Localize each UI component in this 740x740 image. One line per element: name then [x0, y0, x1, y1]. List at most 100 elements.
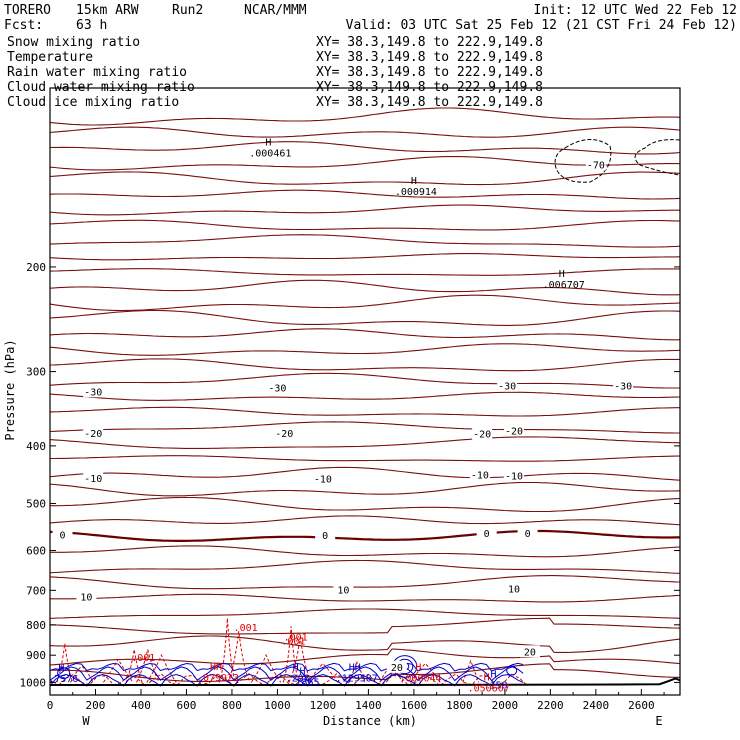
west-label: W: [82, 714, 90, 728]
isotherm-label-bg: [469, 468, 490, 481]
max-marker: H: [411, 176, 417, 187]
cloud-water-contour: [50, 666, 524, 682]
isotherm-label-bg: [519, 645, 540, 658]
fcst-label: Fcst:: [4, 18, 43, 33]
y-tick-label: 1000: [20, 676, 47, 689]
x-tick-label: 1000: [264, 699, 291, 712]
y-tick-label: 300: [26, 366, 46, 379]
legend-xy-cloudice: XY= 38.3,149.8 to 222.9,149.8: [316, 95, 543, 110]
isotherm-line: [50, 309, 680, 326]
maxima-markers: H.000461H.000914H.006707H.7576HH.079923H…: [48, 138, 584, 695]
x-tick-label: 800: [222, 699, 242, 712]
isotherm-label: -20: [275, 429, 293, 440]
isotherm-line: [50, 328, 680, 341]
isotherm-label-bg: [497, 379, 518, 392]
run-label: Run2: [172, 3, 203, 18]
rain-contour: [288, 637, 313, 683]
cloud-water-contour: [57, 667, 71, 680]
max-marker: H: [293, 663, 299, 674]
isotherm-line: [50, 253, 680, 261]
isotherm-labels: -70 -30 -30 -30 -30 -20 -20 -20 -20 -10 -10 -10 -10 0…: [52, 158, 634, 674]
x-tick-label: 2600: [628, 699, 655, 712]
isotherm-label-bg: [503, 469, 524, 482]
x-tick-label: 2400: [583, 699, 610, 712]
isotherm-label-bg: [274, 426, 295, 439]
y-tick-label: 400: [26, 440, 46, 453]
isotherm-label: -20: [84, 429, 102, 440]
isotherm-label: -10: [314, 475, 332, 486]
isotherm-line: [50, 635, 680, 653]
isotherm-label-bg: [76, 590, 97, 603]
x-tick-label: 0: [47, 699, 54, 712]
legend: Snow mixing ratio XY= 38.3,149.8 to 222.…: [7, 35, 543, 110]
x-tick-label: 1400: [355, 699, 382, 712]
header: TORERO 15km ARW Run2 NCAR/MMM Init: 12 U…: [4, 3, 737, 33]
max-value: .298: [286, 674, 310, 685]
max-value: .1865: [289, 678, 319, 689]
legend-name-cloudice: Cloud ice mixing ratio: [7, 95, 179, 110]
y-tick-label: 700: [26, 584, 46, 597]
isotherm-label: 10: [337, 585, 349, 596]
x-tick-label: 2200: [537, 699, 564, 712]
x-tick-label: 600: [177, 699, 197, 712]
isotherm-line: [50, 455, 680, 462]
isotherm-line: [50, 421, 680, 434]
isotherm-label-bg: [83, 385, 104, 398]
isotherm-line: [50, 358, 680, 372]
legend-name-snow: Snow mixing ratio: [7, 35, 140, 50]
plot-frame: [49, 87, 681, 696]
isotherm-label: 0: [484, 529, 490, 540]
rain-label: .001: [281, 636, 305, 647]
max-value: .158: [483, 681, 507, 692]
isotherm-line: [50, 219, 680, 231]
max-value: .7576: [48, 674, 78, 685]
isotherm-line: [50, 663, 680, 682]
isotherm-label-bg: [312, 472, 333, 485]
isotherm-line: [50, 481, 680, 497]
isotherm-line: [50, 107, 680, 126]
rain-contour: [70, 665, 94, 683]
rain-contour: [282, 626, 300, 683]
isotherm-label: -30: [498, 382, 516, 393]
org-label: NCAR/MMM: [244, 3, 307, 18]
east-label: E: [655, 714, 662, 728]
max-value: .006707: [543, 280, 585, 291]
isotherm-line: [50, 372, 680, 389]
temperature-isotherms: [50, 107, 680, 682]
isotherm-line: [50, 234, 680, 248]
isotherm-line: [50, 529, 680, 542]
rain-contour: [135, 649, 160, 683]
rain-contour: [146, 653, 177, 683]
isotherm-line: [50, 575, 680, 590]
ice-cloud-contour: [554, 139, 612, 183]
isotherm-label: 0: [525, 529, 531, 540]
y-tick-label: 900: [26, 649, 46, 662]
resolution: 15km ARW: [76, 3, 139, 18]
x-tick-label: 1200: [310, 699, 337, 712]
max-marker: H: [299, 667, 305, 678]
valid-time: Valid: 03 UTC Sat 25 Feb 12 (21 CST Fri …: [346, 18, 737, 33]
isotherm-label: 0: [59, 530, 65, 541]
isotherm-label: -10: [505, 471, 523, 482]
plot-area: -70 -30 -30 -30 -30 -20 -20 -20 -20 -10 -10 -10 -10 0…: [20, 87, 681, 712]
isotherm-line: [50, 515, 680, 526]
isotherm-line: [50, 648, 680, 666]
max-marker: H: [58, 663, 64, 674]
max-marker: HH: [210, 662, 222, 673]
terrain-surface: [50, 677, 680, 686]
isotherm-line: [50, 466, 680, 481]
isotherm-line: [50, 608, 680, 619]
y-axis-title: Pressure (hPa): [3, 339, 17, 440]
isotherm-label-bg: [386, 660, 407, 673]
isotherm-line: [50, 593, 680, 603]
legend-xy-temperature: XY= 38.3,149.8 to 222.9,149.8: [316, 50, 543, 65]
isotherm-label: -20: [473, 430, 491, 441]
x-tick-label: 1600: [401, 699, 428, 712]
x-tick-label: 1800: [446, 699, 473, 712]
isotherm-label: 20: [391, 663, 403, 674]
isotherm-label: 0: [322, 531, 328, 542]
terrain-line: [50, 677, 680, 686]
isotherm-label-bg: [503, 424, 524, 437]
